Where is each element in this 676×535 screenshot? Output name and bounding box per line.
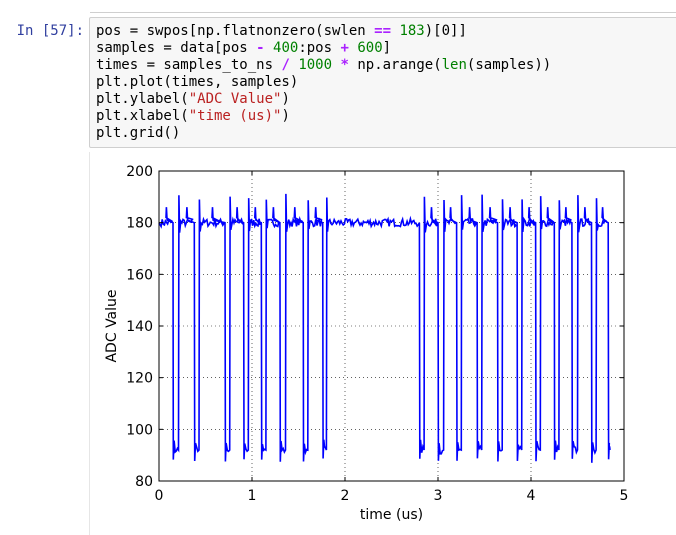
y-tick-label: 160 bbox=[126, 267, 153, 283]
x-tick-label: 2 bbox=[341, 488, 350, 504]
y-tick-label: 80 bbox=[135, 474, 153, 490]
code-line-7: plt.grid() bbox=[96, 125, 181, 141]
code-line-1: pos = swpos[np.flatnonzero(swlen == 183)… bbox=[96, 23, 467, 39]
y-tick-label: 100 bbox=[126, 422, 153, 438]
axis-ticks: 0 1 2 3 4 5 80 100 120 140 160 180 200 bbox=[126, 164, 628, 504]
code-line-3: times = samples_to_ns / 1000 * np.arange… bbox=[96, 57, 552, 73]
y-tick-label: 140 bbox=[126, 319, 153, 335]
x-tick-label: 1 bbox=[248, 488, 257, 504]
x-tick-label: 0 bbox=[155, 488, 164, 504]
y-tick-label: 120 bbox=[126, 371, 153, 387]
y-tick-label: 200 bbox=[126, 164, 153, 180]
cell-divider bbox=[90, 12, 676, 13]
code-editor[interactable]: pos = swpos[np.flatnonzero(swlen == 183)… bbox=[96, 23, 551, 142]
cell-output: 0 1 2 3 4 5 80 100 120 140 160 180 200 time (us) ADC… bbox=[89, 152, 676, 535]
y-tick-label: 180 bbox=[126, 216, 153, 232]
code-line-4: plt.plot(times, samples) bbox=[96, 74, 299, 90]
adc-line-chart: 0 1 2 3 4 5 80 100 120 140 160 180 200 time (us) ADC… bbox=[104, 164, 628, 523]
code-line-6: plt.xlabel("time (us)") bbox=[96, 108, 290, 124]
x-tick-label: 4 bbox=[527, 488, 536, 504]
x-tick-label: 5 bbox=[620, 488, 629, 504]
input-prompt: In [57]: bbox=[16, 23, 84, 39]
code-line-5: plt.ylabel("ADC Value") bbox=[96, 91, 290, 107]
x-tick-label: 3 bbox=[434, 488, 443, 504]
adc-series-line bbox=[158, 193, 611, 463]
series-group bbox=[158, 193, 611, 463]
code-line-2: samples = data[pos - 400:pos + 600] bbox=[96, 40, 392, 56]
code-cell-input[interactable]: pos = swpos[np.flatnonzero(swlen == 183)… bbox=[89, 17, 676, 148]
x-axis-label: time (us) bbox=[360, 507, 423, 523]
y-axis-label: ADC Value bbox=[104, 289, 120, 362]
